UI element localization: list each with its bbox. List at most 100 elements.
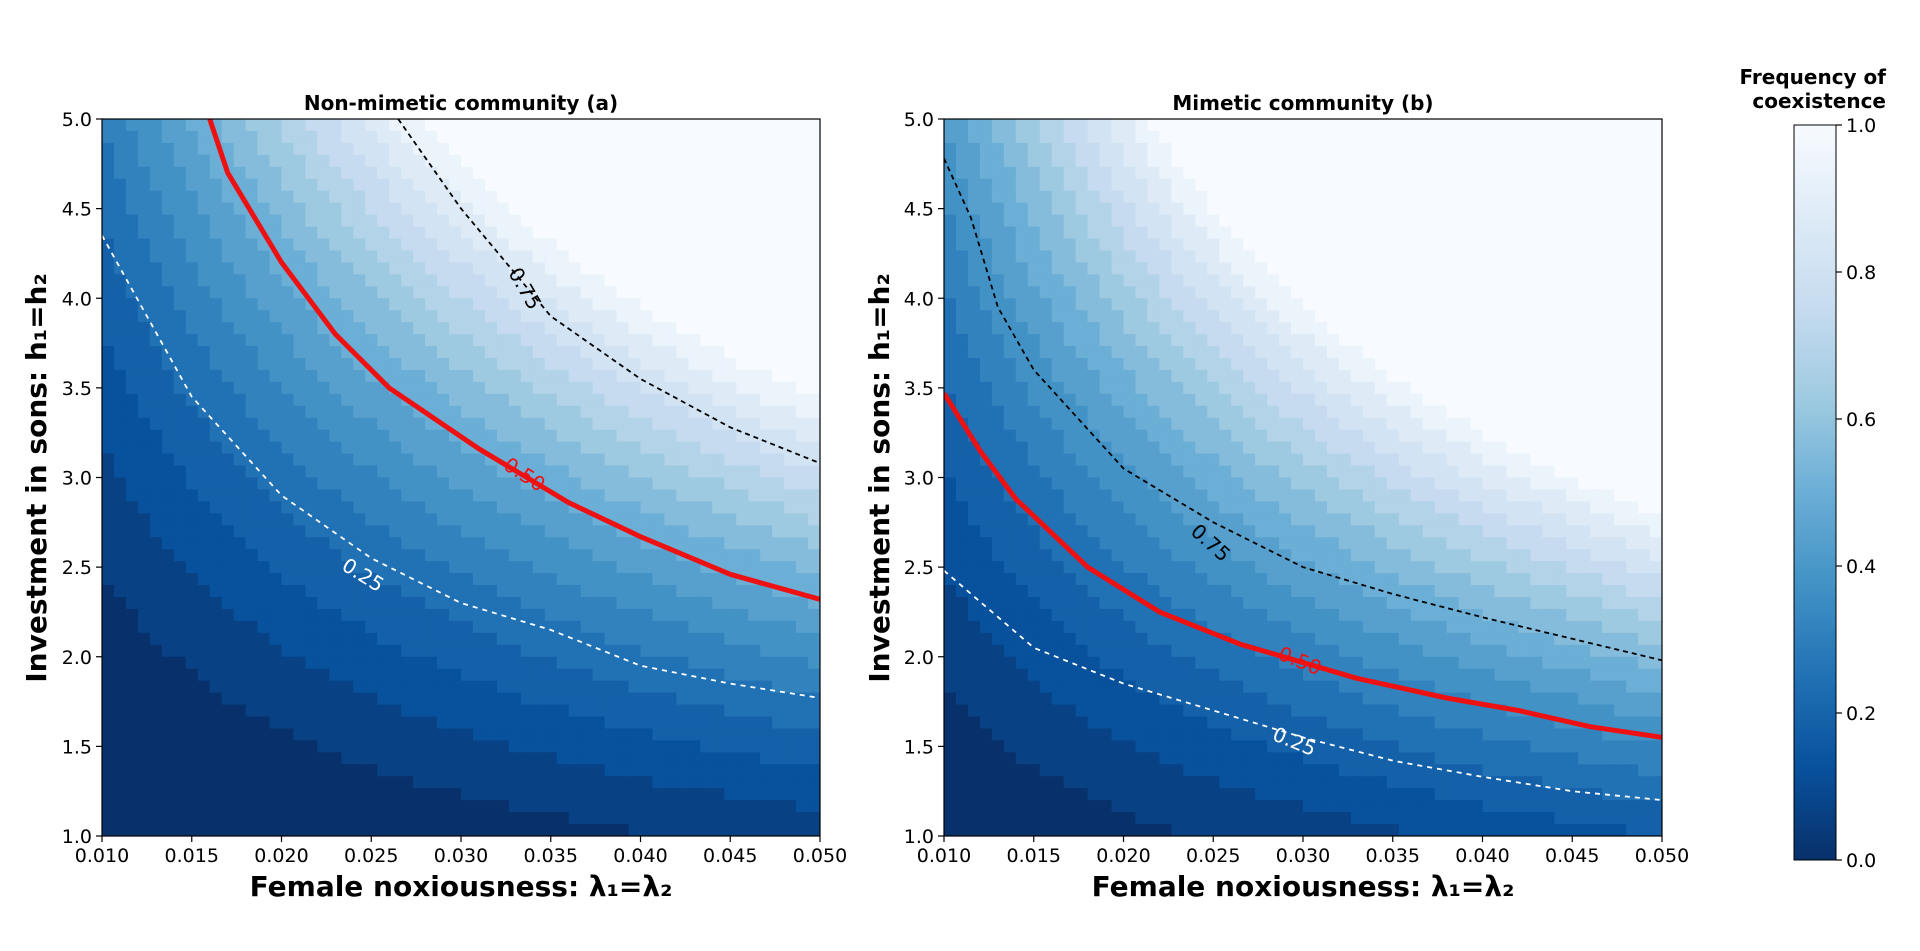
heatmap-cell <box>508 429 522 443</box>
heatmap-cell <box>760 334 773 347</box>
heatmap-cell <box>461 704 474 718</box>
heatmap-cell <box>221 752 235 765</box>
heatmap-cell <box>532 788 546 801</box>
heatmap-cell <box>1027 716 1041 730</box>
heatmap-cell <box>137 561 151 574</box>
heatmap-cell <box>185 728 199 741</box>
heatmap-cell <box>1051 489 1065 502</box>
heatmap-cell <box>688 644 701 658</box>
heatmap-cell <box>197 334 211 347</box>
heatmap-cell <box>580 776 594 789</box>
heatmap-cell <box>772 393 785 407</box>
heatmap-cell <box>628 692 642 706</box>
heatmap-cell <box>628 214 642 228</box>
heatmap-cell <box>317 274 330 287</box>
heatmap-cell <box>652 358 666 371</box>
heatmap-cell <box>161 142 175 156</box>
heatmap-cell <box>604 441 618 455</box>
heatmap-cell <box>197 119 211 132</box>
heatmap-cell <box>389 668 402 682</box>
heatmap-cell <box>712 764 725 777</box>
heatmap-cell <box>664 812 677 825</box>
heatmap-cell <box>413 381 426 395</box>
heatmap-cell <box>967 525 981 538</box>
heatmap-cell <box>425 716 438 730</box>
heatmap-cell <box>353 381 366 395</box>
heatmap-cell <box>1123 429 1137 443</box>
heatmap-cell <box>209 441 223 455</box>
heatmap-cell <box>401 477 414 491</box>
heatmap-cell <box>1099 465 1113 479</box>
heatmap-cell <box>628 764 642 777</box>
heatmap-cell <box>1051 573 1065 586</box>
heatmap-cell <box>197 322 211 335</box>
heatmap-cell <box>1159 776 1172 789</box>
heatmap-cell <box>245 525 259 538</box>
heatmap-cell <box>944 800 957 813</box>
heatmap-cell <box>592 608 606 622</box>
heatmap-cell <box>209 632 223 646</box>
heatmap-cell <box>401 417 414 431</box>
heatmap-cell <box>1171 262 1184 275</box>
heatmap-cell <box>496 119 510 132</box>
heatmap-cell <box>724 238 737 252</box>
heatmap-cell <box>1135 453 1149 467</box>
heatmap-cell <box>413 788 426 801</box>
heatmap-cell <box>197 812 211 825</box>
heatmap-cell <box>1207 178 1220 192</box>
heatmap-cell <box>1147 620 1160 634</box>
heatmap-cell <box>991 812 1005 825</box>
heatmap-cell <box>688 728 701 741</box>
heatmap-cell <box>496 202 510 216</box>
heatmap-cell <box>281 513 295 526</box>
heatmap-cell <box>293 453 307 467</box>
heatmap-cell <box>991 190 1005 204</box>
heatmap-cell <box>377 501 390 514</box>
heatmap-cell <box>1171 381 1184 395</box>
heatmap-cell <box>808 142 820 156</box>
heatmap-cell <box>592 668 606 682</box>
heatmap-cell <box>1003 608 1017 622</box>
heatmap-cell <box>1027 597 1041 610</box>
heatmap-cell <box>1051 417 1065 431</box>
heatmap-cell <box>604 381 618 395</box>
heatmap-cell <box>1003 501 1017 514</box>
heatmap-cell <box>245 656 259 670</box>
heatmap-cell <box>341 668 354 682</box>
heatmap-cell <box>532 322 546 335</box>
heatmap-cell <box>1171 358 1184 371</box>
heatmap-cell <box>305 477 318 491</box>
heatmap-cell <box>305 692 318 706</box>
heatmap-cell <box>955 310 969 323</box>
heatmap-cell <box>796 262 809 275</box>
heatmap-cell <box>1027 608 1041 622</box>
heatmap-cell <box>1027 561 1041 574</box>
heatmap-cell <box>1123 119 1137 132</box>
heatmap-cell <box>161 776 175 789</box>
heatmap-cell <box>532 585 546 598</box>
heatmap-cell <box>233 154 247 168</box>
heatmap-cell <box>245 824 259 836</box>
heatmap-cell <box>269 668 283 682</box>
heatmap-cell <box>233 513 247 526</box>
heatmap-cell <box>472 561 486 574</box>
heatmap-cell <box>628 608 642 622</box>
heatmap-cell <box>484 441 498 455</box>
heatmap-cell <box>484 740 498 753</box>
heatmap-cell <box>185 154 199 168</box>
heatmap-cell <box>772 561 785 574</box>
heatmap-cell <box>245 776 259 789</box>
heatmap-cell <box>1195 525 1208 538</box>
x-tick-label: 0.035 <box>524 845 578 867</box>
heatmap-cell <box>979 130 993 144</box>
heatmap-cell <box>544 202 558 216</box>
heatmap-cell <box>353 752 366 765</box>
heatmap-cell <box>652 453 666 467</box>
heatmap-cell <box>1099 597 1113 610</box>
heatmap-cell <box>449 824 462 836</box>
heatmap-cell <box>377 800 390 813</box>
heatmap-cell <box>1147 824 1160 836</box>
heatmap-cell <box>173 178 187 192</box>
heatmap-cell <box>461 226 474 240</box>
heatmap-cell <box>221 632 235 646</box>
